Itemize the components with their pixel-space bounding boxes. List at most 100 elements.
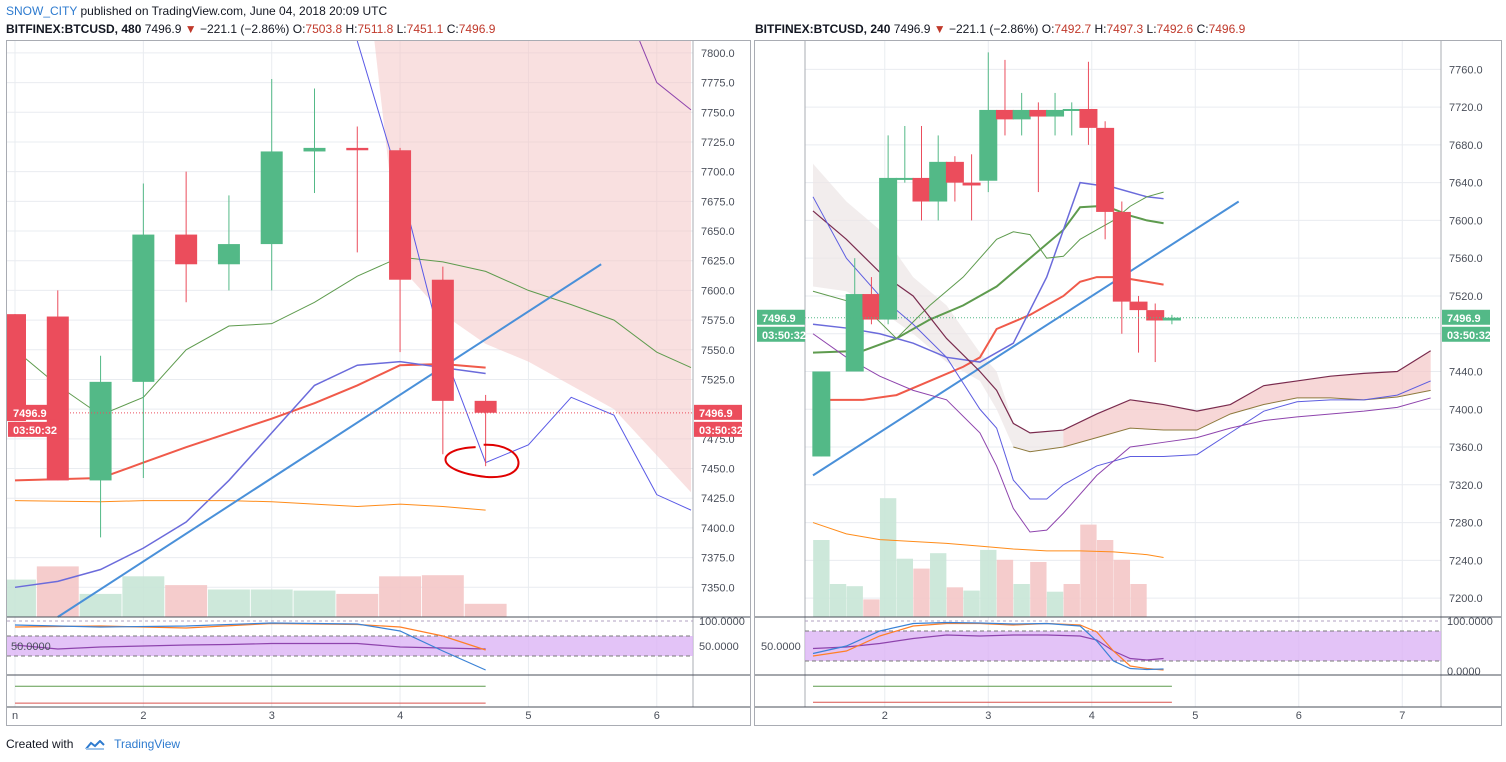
rsi-band xyxy=(805,631,1441,661)
candle-body xyxy=(217,244,240,265)
candle-body xyxy=(962,182,981,186)
price-tick-label: 7650.0 xyxy=(701,226,735,238)
price-tick-label: 7700.0 xyxy=(701,167,735,179)
candle-body xyxy=(1079,108,1098,128)
price-tick-label: 7560.0 xyxy=(1449,253,1483,265)
candle-body xyxy=(89,381,112,481)
left-change: −221.1 (−2.86%) xyxy=(200,22,290,36)
volume-bar xyxy=(1063,584,1080,617)
candle-body xyxy=(1112,211,1131,302)
volume-bar xyxy=(165,585,208,617)
ichimoku-cloud xyxy=(357,41,691,493)
ichimoku-cloud xyxy=(1063,350,1431,448)
time-tick-label: 6 xyxy=(1296,710,1302,722)
ichimoku-cloud xyxy=(813,163,1064,452)
price-tick-label: 7800.0 xyxy=(701,48,735,60)
price-tick-label: 7625.0 xyxy=(701,256,735,268)
price-tick-label: 7775.0 xyxy=(701,78,735,90)
left-symbol-header: BITFINEX:BTCUSD, 480 7496.9 ▼ −221.1 (−2… xyxy=(6,22,496,36)
candle-body xyxy=(175,234,198,265)
left-symbol: BITFINEX:BTCUSD xyxy=(6,22,115,36)
right-interval: 240 xyxy=(870,22,891,36)
tradingview-link[interactable]: TradingView xyxy=(114,737,181,751)
price-tick-label: 7640.0 xyxy=(1449,178,1483,190)
volume-bar xyxy=(829,584,847,617)
countdown-left: 03:50:32 xyxy=(762,330,806,342)
price-tick-label: 7280.0 xyxy=(1449,518,1483,530)
indicator-line xyxy=(812,522,1164,559)
price-tick-label: 7360.0 xyxy=(1449,442,1483,454)
price-tick-label: 7320.0 xyxy=(1449,480,1483,492)
price-tick-label: 7550.0 xyxy=(701,345,735,357)
candle-body xyxy=(1062,108,1081,111)
price-tick-label: 7720.0 xyxy=(1449,102,1483,114)
left-chart-panel[interactable]: 7800.0 7775.0 7750.0 7725.0 7700.0 7675.0 7650… xyxy=(6,40,751,726)
price-tick-label: 7600.0 xyxy=(1449,215,1483,227)
volume-bar xyxy=(1030,562,1047,617)
candle-body xyxy=(879,177,898,320)
candle-body xyxy=(431,279,454,401)
left-low: 7451.1 xyxy=(406,22,444,36)
left-interval: 480 xyxy=(121,22,142,36)
countdown-bg xyxy=(1442,326,1490,342)
time-tick-label: 2 xyxy=(140,710,146,722)
time-tick-label: 3 xyxy=(269,710,275,722)
countdown-label: 03:50:32 xyxy=(699,425,743,437)
indicator-line xyxy=(639,41,692,111)
candle-body xyxy=(1046,109,1065,117)
created-with-text: Created with xyxy=(6,737,74,751)
candle-body xyxy=(1146,310,1165,321)
volume-bar xyxy=(930,553,947,617)
price-tick-label: 7525.0 xyxy=(701,374,735,386)
price-tick-label: 7400.0 xyxy=(701,523,735,535)
volume-bar xyxy=(813,540,830,617)
price-label-bg xyxy=(1442,309,1490,325)
candle-body xyxy=(474,400,497,413)
down-triangle-icon: ▼ xyxy=(933,22,946,36)
indicator-line xyxy=(14,360,486,589)
countdown-left-bg xyxy=(757,326,805,342)
left-chart-svg[interactable]: 7800.0 7775.0 7750.0 7725.0 7700.0 7675.0 7650… xyxy=(7,41,750,725)
volume-bar xyxy=(1113,559,1131,617)
left-open: 7503.8 xyxy=(305,22,343,36)
left-last: 7496.9 xyxy=(144,22,182,36)
publish-info: published on TradingView.com, June 04, 2… xyxy=(80,4,388,18)
price-tick-label: 7475.0 xyxy=(701,434,735,446)
price-tick-label: 7600.0 xyxy=(701,285,735,297)
volume-bar xyxy=(336,593,379,617)
price-tick-label: 7425.0 xyxy=(701,493,735,505)
price-tick-label: 7400.0 xyxy=(1449,404,1483,416)
price-tick-label: 7675.0 xyxy=(701,196,735,208)
volume-bar xyxy=(896,558,913,617)
countdown-left-bg xyxy=(8,421,56,437)
volume-bar xyxy=(293,590,336,617)
price-tick-label: 7375.0 xyxy=(701,553,735,565)
rsi-tick-label: 0.0000 xyxy=(1447,666,1481,678)
candle-body xyxy=(389,150,412,280)
time-tick-label: 7 xyxy=(1399,710,1405,722)
left-high: 7511.8 xyxy=(357,22,394,36)
time-tick-label: 5 xyxy=(1192,710,1198,722)
volume-bar xyxy=(79,593,122,617)
rsi-left-label: 50.0000 xyxy=(761,641,801,653)
right-chart-svg[interactable]: 7760.07720.07680.07640.07600.07560.07520… xyxy=(755,41,1501,725)
volume-bar xyxy=(980,549,997,617)
candle-body xyxy=(845,294,864,372)
candle-body xyxy=(1162,317,1181,321)
volume-bar xyxy=(1013,584,1030,617)
price-tick-label: 7760.0 xyxy=(1449,64,1483,76)
price-tick-label: 7750.0 xyxy=(701,107,735,119)
time-tick-label: 4 xyxy=(397,710,403,722)
candle-body xyxy=(1029,109,1048,117)
candle-body xyxy=(1012,109,1031,120)
indicator-line xyxy=(14,256,692,416)
right-symbol: BITFINEX:BTCUSD xyxy=(755,22,864,36)
author-username[interactable]: SNOW_CITY xyxy=(6,4,78,18)
right-last: 7496.9 xyxy=(893,22,931,36)
right-chart-panel[interactable]: 7760.0 7720.0 7680.0 7640.0 7600.0 7560.0 7520… xyxy=(754,40,1502,726)
price-label: 7496.9 xyxy=(1447,313,1481,325)
price-label: 7496.9 xyxy=(699,408,733,420)
indicator-line xyxy=(356,41,692,511)
price-tick-label: 7575.0 xyxy=(701,315,735,327)
tradingview-logo-icon xyxy=(84,739,105,750)
